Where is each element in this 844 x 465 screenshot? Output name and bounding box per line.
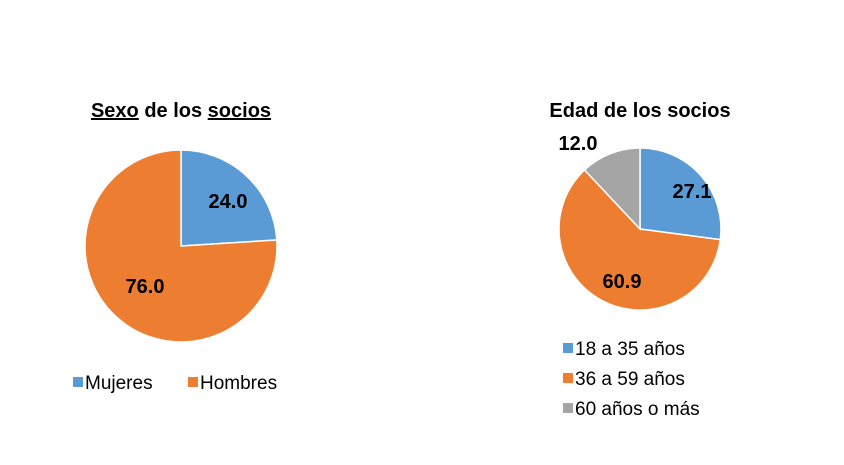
data-label-mujeres: 24.0 (209, 191, 248, 213)
pie-edad: 27.1 60.9 12.0 (558, 133, 722, 311)
legend-swatch-36-a-59-anos (563, 373, 573, 383)
legend-edad: 18 a 35 años 36 a 59 años 60 años o más (563, 339, 700, 420)
legend-label-hombres: Hombres (200, 373, 277, 394)
legend-swatch-hombres (188, 377, 198, 387)
legend-label-18-a-35-anos: 18 a 35 años (575, 339, 685, 360)
data-label-18-a-35-anos: 27.1 (673, 181, 712, 203)
legend-swatch-60-anos-o-mas (563, 403, 573, 413)
title-word-sexo: Sexo (91, 100, 139, 122)
data-label-36-a-59-anos: 60.9 (603, 271, 642, 293)
pie-sexo: 24.0 76.0 (84, 149, 278, 343)
legend-label-60-anos-o-mas: 60 años o más (575, 399, 700, 420)
data-label-hombres: 76.0 (126, 276, 165, 298)
pie-slice-18-a-35-anos (639, 147, 722, 241)
legend-swatch-mujeres (73, 377, 83, 387)
title-word-socios: socios (208, 100, 271, 122)
legend-label-mujeres: Mujeres (85, 373, 153, 394)
pie-slice-60-anos-o-mas (583, 147, 641, 231)
chart-title-edad: Edad de los socios (549, 100, 730, 122)
data-label-60-anos-o-mas: 12.0 (559, 133, 598, 155)
pie-slice-36-a-59-anos (558, 168, 722, 311)
chart-title-sexo: Sexo de los socios (91, 100, 271, 122)
legend-swatch-18-a-35-anos (563, 343, 573, 353)
legend-label-36-a-59-anos: 36 a 59 años (575, 369, 685, 390)
pie-slice-hombres (84, 149, 278, 343)
legend-sexo: Mujeres Hombres (73, 373, 277, 394)
pie-slice-mujeres (180, 149, 278, 247)
